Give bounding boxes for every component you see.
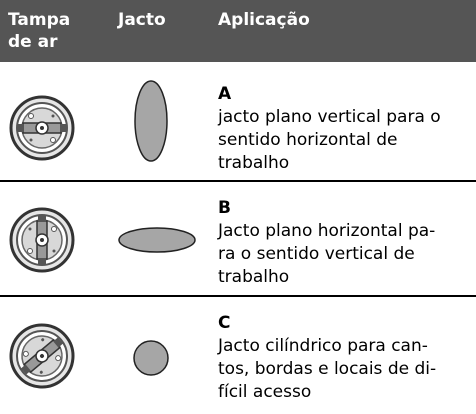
row-text: fícil acesso [218, 382, 311, 402]
row-letter: B [218, 198, 231, 218]
row-text: Jacto cilíndrico para can- [217, 336, 428, 356]
row-text: jacto plano vertical para o [217, 107, 441, 127]
jet-shape [134, 80, 168, 162]
air-cap-icon [0, 310, 88, 402]
header-cell: Jacto [117, 10, 166, 30]
header-cell: de ar [8, 32, 58, 52]
jet-shape [118, 227, 196, 253]
row-text: trabalho [218, 153, 289, 173]
row-text: ra o sentido vertical de [218, 244, 415, 264]
header-cell: Tampa [8, 10, 70, 30]
header-cell: Aplicação [218, 10, 310, 30]
air-cap-icon [9, 95, 75, 161]
row-letter: A [218, 84, 232, 104]
row-text: tos, bordas e locais de di- [218, 359, 436, 379]
jet-shape [133, 340, 169, 376]
row-text: sentido horizontal de [218, 130, 398, 150]
row-text: trabalho [218, 267, 289, 287]
air-cap-icon [9, 207, 75, 273]
row-text: Jacto plano horizontal pa- [217, 221, 435, 241]
row-letter: C [218, 313, 230, 333]
header-band [0, 0, 476, 62]
